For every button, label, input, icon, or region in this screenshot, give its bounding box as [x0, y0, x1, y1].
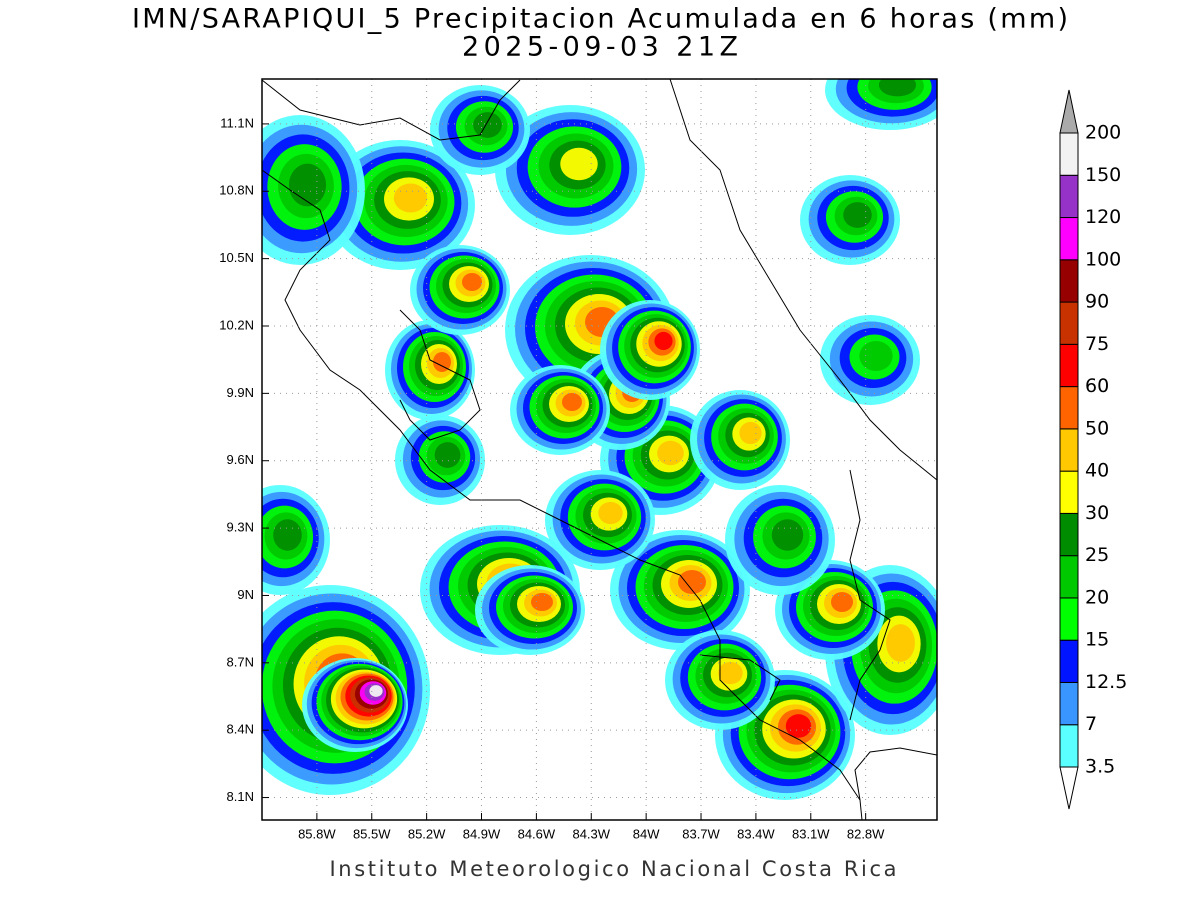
precip-cell [859, 341, 893, 371]
precip-cell [843, 202, 872, 228]
y-tick-label: 10.8N [219, 183, 254, 198]
precip-cell [433, 352, 451, 372]
precip-cell [462, 273, 482, 291]
precip-field [262, 79, 937, 800]
colorbar-label: 15 [1085, 629, 1109, 651]
x-tick-label: 84.3W [572, 826, 610, 841]
colorbar-box [1059, 259, 1079, 303]
footer: Instituto Meteorologico Nacional Costa R… [330, 857, 897, 881]
coastline [669, 79, 937, 481]
grid: 85.8W 85.5W 85.2W 84.9W 84.6W 84.3W 84W 83.7W 83… [219, 79, 937, 841]
colorbar-over [1059, 89, 1079, 134]
colorbar-label: 25 [1085, 544, 1109, 566]
x-tick-label: 82.8W [847, 826, 885, 841]
colorbar-label: 30 [1085, 502, 1109, 524]
y-tick-label: 9.3N [227, 520, 254, 535]
precip-cell [657, 440, 684, 466]
precip-cell [678, 570, 706, 594]
precip-cell [473, 112, 502, 138]
colorbar-label: 120 [1085, 206, 1121, 228]
x-tick-label: 84.9W [463, 826, 501, 841]
x-tick-label: 83.7W [682, 826, 720, 841]
colorbar-box [1059, 555, 1079, 599]
colorbar-label: 200 [1085, 122, 1121, 144]
colorbar-label: 100 [1085, 248, 1121, 270]
colorbar-box [1059, 724, 1079, 768]
y-tick-label: 10.5N [219, 250, 254, 265]
y-tick-label: 11.1N [220, 115, 254, 130]
subtitle: 2025-09-03 21Z [462, 32, 738, 63]
y-tick-label: 10.2N [219, 317, 254, 332]
colorbar-label: 7 [1085, 713, 1097, 735]
y-tick-label: 8.1N [227, 789, 254, 804]
precip-cell [393, 183, 428, 213]
precip-cell [886, 624, 915, 662]
colorbar-box [1059, 386, 1079, 430]
precip-cell [560, 147, 598, 181]
precip-cell [562, 393, 582, 411]
coastline [262, 79, 521, 141]
colorbar-label: 40 [1085, 460, 1109, 482]
colorbar-label: 60 [1085, 375, 1109, 397]
colorbar-box [1059, 428, 1079, 472]
precip-cell [288, 163, 327, 207]
coastline [854, 747, 937, 801]
colorbar-box [1059, 639, 1079, 683]
x-tick-label: 83.4W [737, 826, 775, 841]
colorbar-label: 12.5 [1085, 671, 1127, 693]
y-tick-label: 9.6N [227, 452, 254, 467]
y-tick-label: 9N [237, 587, 254, 602]
precip-cell [771, 519, 804, 551]
colorbar-box [1059, 343, 1079, 388]
precip-cell [273, 519, 302, 551]
precip-cell [598, 501, 623, 525]
precip-cell [434, 442, 461, 468]
precip-cell [654, 331, 673, 351]
colorbar: 3.5 7 12.5 15 20 25 30 40 50 60 75 90 100 120 150 200 [1059, 89, 1127, 810]
coastline [399, 309, 481, 441]
x-tick-label: 85.2W [408, 826, 446, 841]
colorbar-label: 50 [1085, 417, 1109, 439]
x-tick-label: 83.1W [792, 826, 830, 841]
precip-cell [369, 685, 383, 697]
title: IMN/SARAPIQUI_5 Precipitacion Acumulada … [132, 4, 1068, 35]
colorbar-box [1059, 217, 1079, 261]
coastlines [262, 79, 937, 820]
colorbar-label: 75 [1085, 333, 1109, 355]
x-tick-label: 85.8W [298, 826, 336, 841]
x-tick-label: 84W [633, 826, 660, 841]
precip-cell [878, 79, 917, 97]
colorbar-box [1059, 470, 1079, 514]
border [849, 469, 891, 721]
border [699, 654, 781, 701]
colorbar-box [1059, 512, 1079, 557]
map-frame [261, 78, 938, 821]
coastline [262, 169, 863, 820]
x-tick-label: 85.5W [353, 826, 391, 841]
precip-cell [531, 593, 553, 611]
x-tick-label: 84.6W [518, 826, 556, 841]
precip-cell [739, 421, 762, 445]
colorbar-label: 3.5 [1085, 756, 1115, 778]
precip-cell [831, 592, 853, 612]
colorbar-under [1059, 766, 1079, 810]
colorbar-label: 20 [1085, 586, 1109, 608]
colorbar-box [1059, 597, 1079, 641]
colorbar-box [1059, 301, 1079, 345]
y-tick-label: 8.4N [227, 722, 254, 737]
colorbar-box [1059, 681, 1079, 726]
precip-cell [718, 661, 743, 685]
y-tick-label: 8.7N [227, 654, 254, 669]
colorbar-label: 90 [1085, 291, 1109, 313]
y-tick-label: 9.9N [227, 385, 254, 400]
precip-cell [785, 714, 812, 738]
colorbar-box [1059, 174, 1079, 219]
colorbar-box [1059, 132, 1079, 176]
colorbar-label: 150 [1085, 164, 1121, 186]
